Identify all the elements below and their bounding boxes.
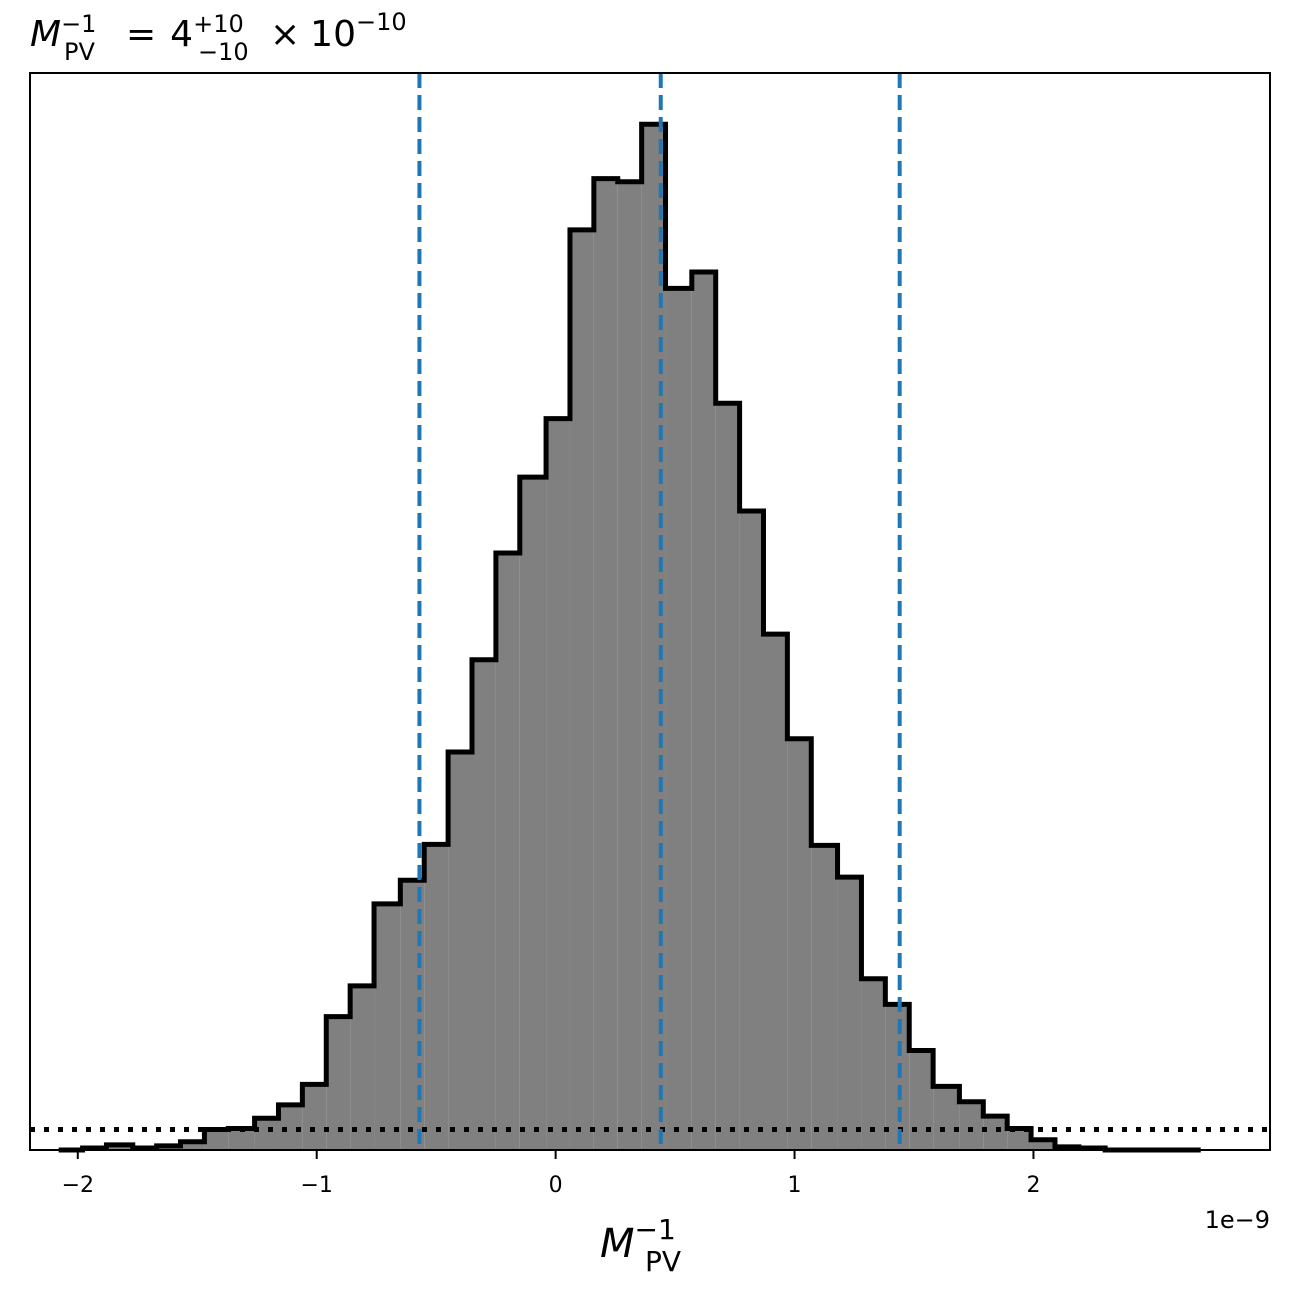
histogram-bin [424, 844, 449, 1150]
histogram-bin [1031, 1139, 1055, 1150]
chart-title: M−1 PV = 4+10 −10 × 10−10 [30, 8, 407, 66]
x-axis-label: M−1 PV [600, 1213, 681, 1278]
histogram-bin [228, 1128, 255, 1150]
title-lhs-sup: −1 [61, 10, 96, 38]
xlabel-base: M [600, 1221, 635, 1267]
histogram-bin [448, 752, 473, 1150]
histogram-bin [106, 1144, 133, 1150]
histogram-bin [374, 903, 401, 1150]
title-power-exp: −10 [356, 8, 407, 36]
histogram-bin [715, 403, 740, 1150]
histogram-bin [959, 1101, 984, 1150]
histogram-bin [811, 845, 838, 1150]
histogram-bin [326, 1016, 351, 1150]
title-power-base: 10 [310, 14, 356, 55]
xlabel-sup: −1 [635, 1213, 676, 1246]
histogram-bin [983, 1116, 1008, 1150]
histogram-bin [933, 1086, 960, 1150]
x-offset-text: 1e−9 [1205, 1206, 1270, 1234]
xlabel-sub: PV [645, 1245, 681, 1278]
histogram-bin [569, 229, 594, 1151]
histogram-bin [180, 1141, 205, 1150]
histogram-bin [763, 634, 788, 1150]
histogram-bin [885, 1004, 910, 1150]
histogram-bin [665, 288, 692, 1150]
histogram-bin [519, 477, 547, 1150]
histogram-bin [837, 877, 862, 1150]
histogram-bin [254, 1118, 279, 1150]
histogram-bin [278, 1104, 303, 1150]
histogram-bin [617, 181, 642, 1150]
histogram-bin [204, 1129, 229, 1150]
histogram-bin [495, 553, 520, 1150]
title-err-minus: −10 [198, 38, 249, 66]
x-axis-ticks: −2 −1 0 1 2 [62, 1150, 1040, 1198]
histogram-bin [909, 1050, 934, 1150]
histogram-bin [350, 985, 375, 1150]
x-tick-label: 1 [788, 1173, 802, 1198]
title-err-plus: +10 [193, 10, 244, 38]
title-equals: = [126, 14, 156, 55]
title-lhs-sub: PV [64, 38, 95, 66]
x-tick-label: 2 [1026, 1173, 1040, 1198]
histogram-bin [1007, 1128, 1032, 1150]
title-lhs-base: M [30, 14, 61, 55]
x-tick-label: 0 [549, 1173, 563, 1198]
histogram-bin [472, 659, 496, 1150]
x-tick-label: −2 [62, 1173, 94, 1198]
x-tick-label: −1 [300, 1173, 332, 1198]
plot-border [29, 72, 1271, 1151]
histogram-bin [593, 178, 618, 1151]
histogram-bin [739, 510, 764, 1151]
histogram-bin [861, 978, 886, 1150]
title-value: 4 [170, 14, 193, 55]
histogram-bin [691, 271, 716, 1150]
histogram-bin [400, 880, 425, 1150]
histogram-bin [302, 1084, 327, 1150]
histogram-bin [787, 738, 812, 1150]
histogram-bin [546, 418, 570, 1150]
quantile-lines [417, 73, 902, 1150]
title-times: × [270, 14, 300, 55]
